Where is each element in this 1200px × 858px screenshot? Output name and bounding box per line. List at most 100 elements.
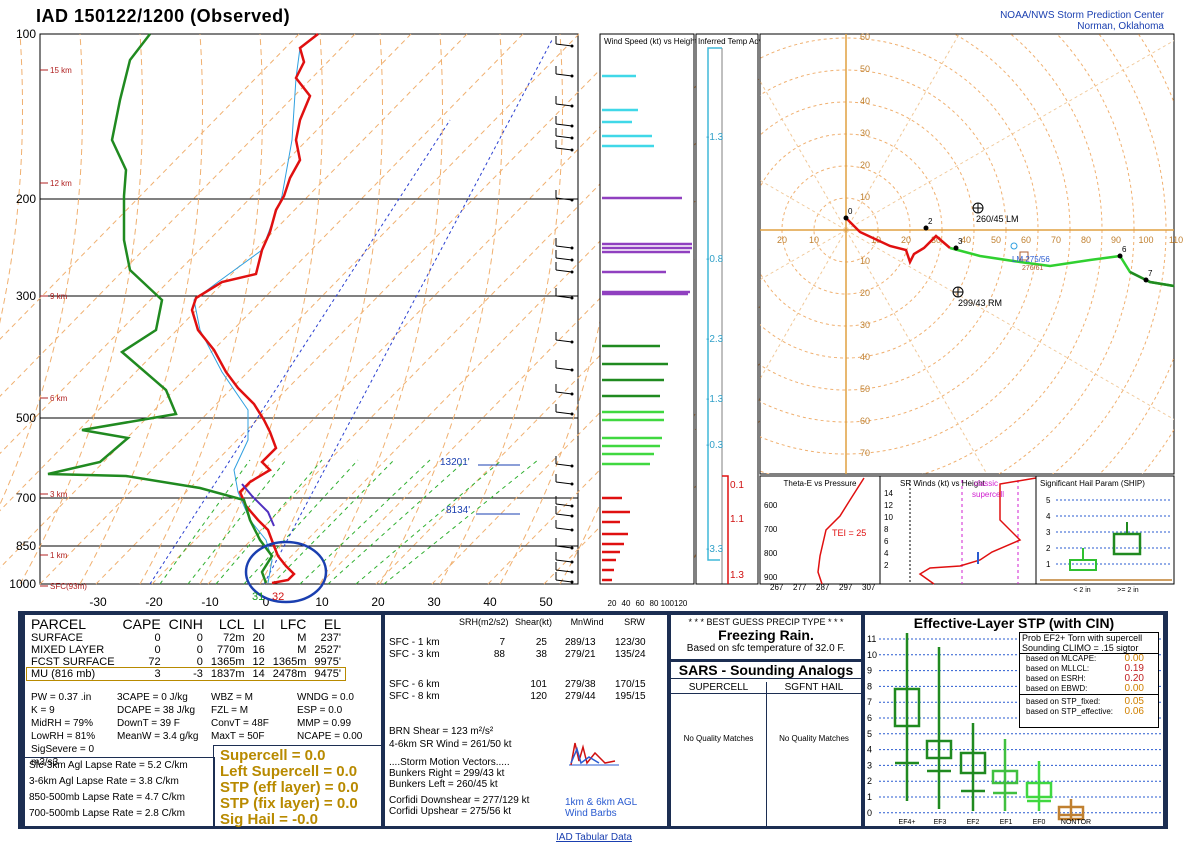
parcel-cell: 9975' xyxy=(314,656,341,668)
hodo-rm-label: 299/43 RM xyxy=(958,298,1002,308)
hodo-ring-label: 50 xyxy=(860,384,870,394)
spc-credit: NOAA/NWS Storm Prediction Center Norman,… xyxy=(1000,10,1164,32)
barbs-label-2: Wind Barbs xyxy=(565,808,617,819)
stp-box xyxy=(925,739,953,760)
wind-barb xyxy=(555,295,573,299)
tabular-data-link[interactable]: IAD Tabular Data xyxy=(556,832,632,843)
parcel-cell: 770m xyxy=(217,644,245,656)
dry-adiabat xyxy=(0,33,83,506)
height-label: 3 km xyxy=(50,490,68,499)
ship-y-tick: 2 xyxy=(1046,544,1051,553)
moist-adiabat xyxy=(271,459,395,585)
stp-box xyxy=(893,687,921,728)
parcel-header: LI xyxy=(253,616,265,632)
stp-prob-line1: Prob EF2+ Torn with supercell xyxy=(1022,633,1143,643)
stp-prob-label: based on EBWD: xyxy=(1026,684,1088,693)
composite-param: STP (eff layer) = 0.0 xyxy=(220,779,359,796)
advection-label: 1.3 xyxy=(730,570,744,581)
stp-category: EF1 xyxy=(1000,819,1013,826)
advection-label: -0.3 xyxy=(706,440,724,451)
parcel-cell: MIXED LAYER xyxy=(31,644,105,656)
hodo-x-tick: 30 xyxy=(931,235,941,245)
index: ConvT = 48F xyxy=(211,718,269,729)
temp-tick-label: 40 xyxy=(483,595,497,609)
theta-e-title: Theta-E vs Pressure xyxy=(784,479,857,488)
composite-param: STP (fix layer) = 0.0 xyxy=(220,795,358,812)
pressure-tick-label: 100 xyxy=(16,27,36,41)
wind-speed-panel xyxy=(599,33,695,585)
parcel-cell: 9475' xyxy=(314,668,341,680)
dry-adiabat xyxy=(259,33,383,585)
moist-adiabat xyxy=(383,459,539,585)
hodo-mean-label: LM 275/56 xyxy=(1012,255,1050,264)
advection-label: 0.1 xyxy=(730,480,744,491)
hodo-mean2-label: 276/61 xyxy=(1022,265,1044,272)
isotherm xyxy=(0,33,412,455)
hodo-point xyxy=(1143,277,1149,283)
kin-header: Shear(kt) xyxy=(515,617,553,627)
wind-barb-dot xyxy=(570,270,574,274)
kin-header: SRW xyxy=(624,617,645,627)
spc-line2: Norman, Oklahoma xyxy=(1077,21,1164,32)
wind-barb-dot xyxy=(570,412,574,416)
pressure-tick-label: 200 xyxy=(16,192,36,206)
wind-barb-dot xyxy=(570,44,574,48)
sr-winds-panel xyxy=(879,475,1037,585)
stp-box xyxy=(1057,805,1085,821)
kinematics-cell: SFC - 6 km xyxy=(389,679,440,690)
moist-adiabat xyxy=(187,459,287,585)
sr-winds-y-tick: 8 xyxy=(884,525,889,534)
parcel-header-row: PARCEL CAPE CINH LCL LI LFC EL xyxy=(27,616,345,632)
temp-tick-label: -10 xyxy=(201,595,219,609)
surface-temp-label: 32 xyxy=(272,591,284,603)
wind-barb-dot xyxy=(570,136,574,140)
parcel-cell: SURFACE xyxy=(31,632,83,644)
theta-e-y-tick: 800 xyxy=(764,549,778,558)
stp-prob-row: based on MLLCL: 0.19 xyxy=(1020,664,1158,674)
wind-barb-dot xyxy=(570,392,574,396)
hodo-ring-label: 70 xyxy=(860,448,870,458)
hodo-corfidi-marker xyxy=(1019,251,1029,261)
parcel-cell: 0 xyxy=(196,656,203,668)
wind-barb-dot xyxy=(570,528,574,532)
wind-speed-tick: 40 xyxy=(622,599,631,608)
sr-winds-y-tick: 10 xyxy=(884,513,893,522)
index: MidRH = 79% xyxy=(31,718,93,729)
kinematics-cell: 279/21 xyxy=(565,649,596,660)
spc-line1: NOAA/NWS Storm Prediction Center xyxy=(1000,10,1164,21)
theta-e-y-tick: 600 xyxy=(764,501,778,510)
wind-barb-dot xyxy=(570,258,574,262)
hodo-point-label: 3 xyxy=(958,237,963,246)
parcel-cell: 20 xyxy=(252,632,265,644)
stp-y-tick: 11 xyxy=(867,634,876,644)
parcel-cell: 0 xyxy=(154,644,161,656)
storm-motion-title: ....Storm Motion Vectors..... xyxy=(389,757,510,768)
parcel-header: LCL xyxy=(218,616,245,632)
temp-tick-label: 20 xyxy=(371,595,385,609)
hodo-point xyxy=(1117,253,1123,259)
kinematics-cell: 101 xyxy=(530,679,547,690)
wind-barb xyxy=(555,391,573,395)
hodo-point-label: 0 xyxy=(848,207,853,216)
wind-barb xyxy=(555,513,573,517)
parcel-cell: 12 xyxy=(252,656,265,668)
parcel-cell: 14 xyxy=(252,668,265,680)
height-label: 6 km xyxy=(50,394,68,403)
corfidi: Corfidi Downshear = 277/129 kt xyxy=(389,795,530,806)
advection-label: 1.1 xyxy=(730,514,744,525)
theta-e-x-tick: 307 xyxy=(862,583,876,592)
kin-header: SRH(m2/s2) xyxy=(459,617,509,627)
brn-block: BRN Shear = 123 m²/s² 4-6km SR Wind = 26… xyxy=(389,725,512,751)
moist-adiabat xyxy=(327,459,467,585)
hodo-x-tick: 70 xyxy=(1051,235,1061,245)
sr-winds-y-tick: 2 xyxy=(884,561,889,570)
parcel-row: MU (816 mb) 3 -3 1837m 14 2478m 9475' xyxy=(26,667,346,681)
index: WNDG = 0.0 xyxy=(297,692,354,703)
temp-tick-label: -30 xyxy=(89,595,107,609)
hodo-ring-label: 20 xyxy=(860,288,870,298)
stp-box xyxy=(991,769,1019,785)
wind-speed-tick: 80 xyxy=(650,599,659,608)
lapse-rate: Sfc-3km Agl Lapse Rate = 5.2 C/km xyxy=(29,760,188,771)
wind-barb xyxy=(555,73,573,77)
theta-e-panel xyxy=(759,475,881,585)
